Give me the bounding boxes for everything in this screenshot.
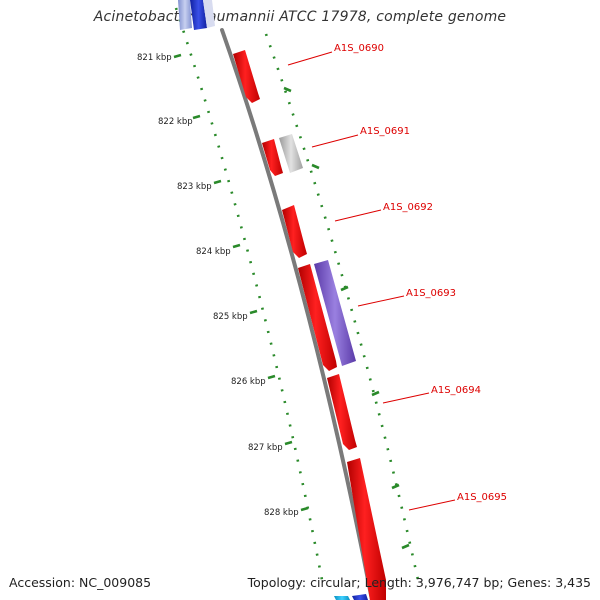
gene-label-A1S_0692[interactable]: A1S_0692 bbox=[383, 202, 433, 213]
kbp-label: 828 kbp bbox=[264, 508, 299, 518]
gene-label-A1S_0690[interactable]: A1S_0690 bbox=[334, 43, 384, 54]
top-features bbox=[178, 0, 215, 30]
gene-arrow-A1S_0691 bbox=[262, 139, 283, 176]
bottom-feature-blue bbox=[352, 594, 368, 600]
gene-label-A1S_0695[interactable]: A1S_0695 bbox=[457, 492, 507, 503]
gc-content-track-inner bbox=[174, 7, 324, 581]
gene-arrow-A1S_0695 bbox=[347, 458, 386, 600]
gene-shapes bbox=[233, 50, 386, 600]
kbp-label: 822 kbp bbox=[158, 117, 193, 127]
gene-feature-purple bbox=[314, 260, 356, 366]
gene-label-A1S_0694[interactable]: A1S_0694 bbox=[431, 385, 481, 396]
genome-backbone bbox=[220, 28, 374, 600]
gene-label-A1S_0693[interactable]: A1S_0693 bbox=[406, 288, 456, 299]
accession-text: Accession: NC_009085 bbox=[9, 575, 152, 590]
gene-arrow-A1S_0693 bbox=[298, 264, 337, 371]
kbp-label: 826 kbp bbox=[231, 377, 266, 387]
gene-feature-grey bbox=[279, 134, 303, 173]
kbp-scale: 821 kbp 822 kbp 823 kbp 824 kbp 825 kbp … bbox=[137, 53, 309, 518]
bottom-feature-cyan bbox=[334, 596, 350, 600]
gene-arrow-A1S_0690 bbox=[233, 50, 260, 103]
gene-arrow-A1S_0692 bbox=[282, 205, 307, 258]
kbp-label: 821 kbp bbox=[137, 53, 172, 63]
kbp-label: 825 kbp bbox=[213, 312, 248, 322]
genome-summary-text: Topology: circular; Length: 3,976,747 bp… bbox=[247, 575, 591, 590]
kbp-label: 824 kbp bbox=[196, 247, 231, 257]
gc-content-track-outer bbox=[264, 33, 420, 581]
gene-label-leaders bbox=[287, 51, 456, 511]
gene-label-A1S_0691[interactable]: A1S_0691 bbox=[360, 126, 410, 137]
outer-track-dashes bbox=[283, 86, 410, 550]
gene-arrow-A1S_0694 bbox=[327, 374, 357, 450]
kbp-label: 827 kbp bbox=[248, 443, 283, 453]
kbp-label: 823 kbp bbox=[177, 182, 212, 192]
gene-labels: A1S_0690 A1S_0691 A1S_0692 A1S_0693 A1S_… bbox=[334, 43, 507, 503]
